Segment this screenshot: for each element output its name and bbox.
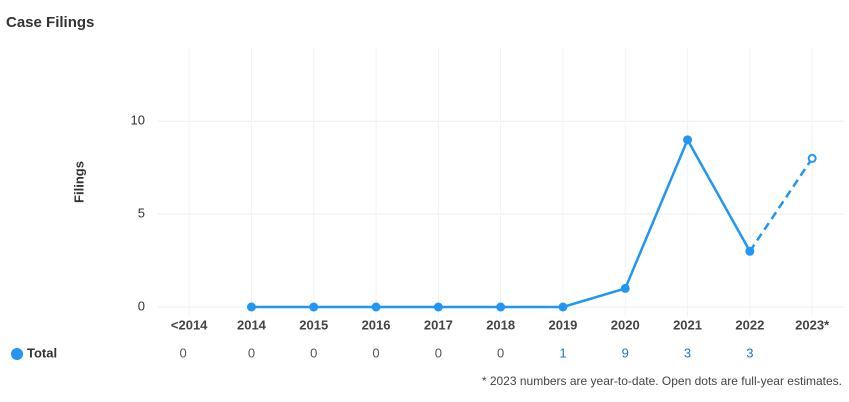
total-value: 3: [746, 345, 753, 360]
point: [683, 135, 693, 145]
legend-label: Total: [27, 345, 57, 360]
point: [309, 302, 319, 312]
x-tick-label: 2014: [237, 317, 267, 332]
x-tick-label: 2018: [486, 317, 515, 332]
point: [620, 283, 630, 293]
x-tick-label: 2022: [735, 317, 764, 332]
point: [558, 302, 568, 312]
x-tick-label: <2014: [171, 317, 208, 332]
footnote: * 2023 numbers are year-to-date. Open do…: [482, 374, 842, 388]
total-value: 3: [684, 345, 691, 360]
point: [371, 302, 381, 312]
total-value: 0: [497, 345, 504, 360]
legend-marker: [11, 348, 23, 360]
x-tick-label: 2020: [611, 317, 640, 332]
total-value: 0: [372, 345, 379, 360]
total-value: 0: [180, 345, 187, 360]
total-value: 0: [435, 345, 442, 360]
x-tick-label: 2019: [548, 317, 577, 332]
estimate-point: [807, 153, 817, 163]
x-tick-label: 2021: [673, 317, 702, 332]
y-axis-label: Filings: [71, 161, 86, 203]
total-value: 0: [310, 345, 317, 360]
x-tick-label: 2015: [299, 317, 328, 332]
point: [246, 302, 256, 312]
y-tick-label: 10: [131, 113, 145, 128]
x-tick-label: 2023*: [795, 317, 830, 332]
x-tick-label: 2016: [362, 317, 391, 332]
x-tick-label: 2017: [424, 317, 453, 332]
point: [496, 302, 506, 312]
chart-title: Case Filings: [6, 14, 94, 31]
total-value: 0: [248, 345, 255, 360]
estimate-line: [748, 157, 814, 252]
y-tick-label: 0: [138, 298, 145, 313]
total-value: 9: [622, 345, 629, 360]
point: [433, 302, 443, 312]
point: [745, 246, 755, 256]
total-value: 1: [559, 345, 566, 360]
y-tick-label: 5: [138, 206, 145, 221]
